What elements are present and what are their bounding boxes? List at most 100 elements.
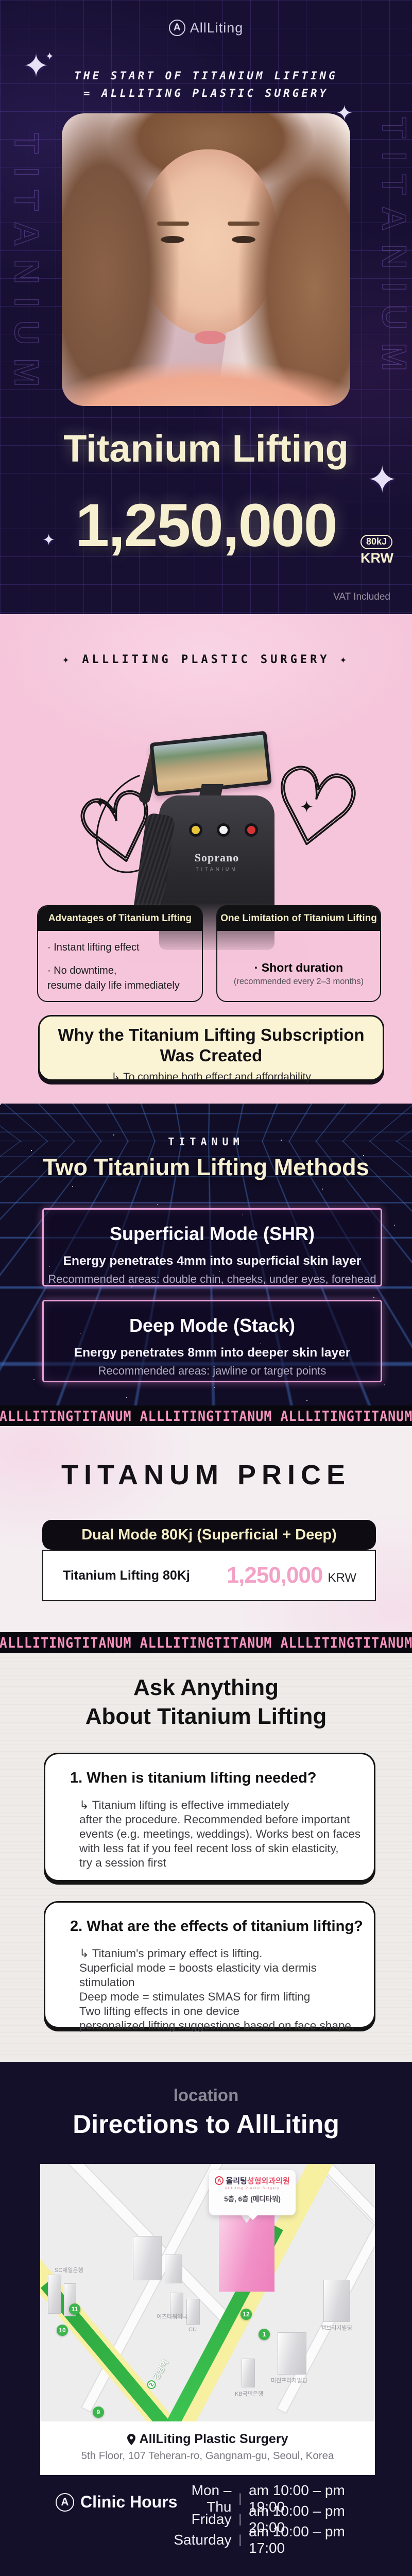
map-building-label: 미진프라자빌딩 xyxy=(271,2376,307,2384)
advantage-item: · Instant lifting effect xyxy=(47,940,193,955)
callout-title: Why the Titanium Lifting Subscription Wa… xyxy=(40,1025,383,1066)
faq-question: 2. What are the effects of titanium lift… xyxy=(70,1918,374,1935)
clinic-heading: ✦ ALLLITING PLASTIC SURGERY ✦ xyxy=(0,653,412,666)
map-building xyxy=(242,2359,255,2387)
photo-detail xyxy=(232,236,255,243)
hero-side-text-right: TITANIUM xyxy=(375,117,412,384)
limitation-item: · Short duration xyxy=(217,961,380,975)
hero-tagline: THE START OF TITANIUM LIFTING = ALLLITIN… xyxy=(0,67,412,102)
sparkle-icon: ✦ xyxy=(45,52,54,62)
methods-section: TITANUM Two Titanium Lifting Methods Sup… xyxy=(0,1104,412,1405)
address-text: 5th Floor, 107 Teheran-ro, Gangnam-gu, S… xyxy=(40,2450,375,2462)
map-building-label: KB국민은행 xyxy=(235,2389,263,2398)
clinic-section: ✦ ALLLITING PLASTIC SURGERY ✦ ♡ ♡ ✦ ✦ So… xyxy=(0,614,412,1104)
station-name: 강남역 xyxy=(150,2358,170,2381)
method-note: Recommended areas: double chin, cheeks, … xyxy=(44,1273,381,1286)
map-building xyxy=(323,2280,350,2322)
model-photo xyxy=(62,113,350,406)
device-brand-label: Soprano xyxy=(159,851,274,865)
faq-item: 1. When is titanium lifting needed? ↳ Ti… xyxy=(44,1753,375,1882)
plan-label: Titanium Lifting 80Kj xyxy=(63,1568,190,1583)
sign-subtitle: AllLiting Plastic Surgery xyxy=(209,2187,296,2190)
map-building xyxy=(186,2299,200,2325)
price-title: TITANUM PRICE xyxy=(0,1459,412,1491)
vat-note: VAT Included xyxy=(247,591,390,603)
map-exit-badge: 12 xyxy=(241,2309,252,2320)
black-sparkle-icon: ✦ xyxy=(300,799,314,815)
hours-separator: | xyxy=(231,2492,249,2506)
photo-detail xyxy=(62,360,350,406)
subscription-callout: Why the Titanium Lifting Subscription Wa… xyxy=(38,1015,384,1081)
advantages-card-title: Advantages of Titanium Lifting xyxy=(38,906,202,931)
device-button-yellow xyxy=(189,823,202,837)
hero-section: A AllLiting THE START OF TITANIUM LIFTIN… xyxy=(0,0,412,614)
map-building-label: 캠브리지빌딩 xyxy=(321,2324,352,2332)
hero-price: 1,250,000 xyxy=(0,490,412,561)
hours-days: Friday xyxy=(170,2511,231,2528)
hero-price-side: 80kJ KRW xyxy=(360,535,405,566)
device-button-red xyxy=(245,823,258,837)
method-line: Energy penetrates 4mm into superficial s… xyxy=(44,1254,381,1268)
map-building-label: CU xyxy=(188,2327,197,2333)
sparkle-icon: ✦ xyxy=(336,103,353,124)
ticker-banner: ALLLITINGTITANUM ALLLITINGTITANUM ALLLIT… xyxy=(0,1405,412,1426)
plan-header: Dual Mode 80Kj (Superficial + Deep) xyxy=(42,1520,376,1550)
sign-name-black: 올리팅 xyxy=(226,2177,247,2185)
device-button-white xyxy=(217,823,230,837)
limitation-card: One Limitation of Titanium Lifting · Sho… xyxy=(216,905,381,1002)
energy-badge: 80kJ xyxy=(360,535,392,549)
method-card-superficial: Superficial Mode (SHR) Energy penetrates… xyxy=(42,1208,382,1286)
footer-logo-icon: A xyxy=(56,2493,74,2512)
promo-page: A AllLiting THE START OF TITANIUM LIFTIN… xyxy=(0,0,412,2576)
map: A 올리팅성형외과의원 AllLiting Plastic Surgery 5층… xyxy=(40,2164,375,2421)
address-name: AllLiting Plastic Surgery xyxy=(140,2432,288,2447)
faq-section: Ask Anything About Titanium Lifting 1. W… xyxy=(0,1653,412,2062)
ticker-text: ALLLITINGTITANUM ALLLITINGTITANUM ALLLIT… xyxy=(0,1408,412,1424)
photo-detail xyxy=(228,222,260,226)
map-building-label: 이즈타워약국 xyxy=(157,2312,188,2320)
location-eyebrow: location xyxy=(0,2086,412,2105)
faq-answer: ↳ Titanium lifting is effective immediat… xyxy=(79,1798,374,1870)
location-title: Directions to AllLiting xyxy=(0,2109,412,2139)
map-exit-badge: 9 xyxy=(93,2406,104,2418)
hero-side-text-left: TITANIUM xyxy=(7,133,46,400)
currency-label: KRW xyxy=(360,550,405,566)
brand-logo-text: AllLiting xyxy=(190,20,244,36)
ticker-banner: ALLLITINGTITANUM ALLLITINGTITANUM ALLLIT… xyxy=(0,1632,412,1653)
faq-answer: ↳ Titanium's primary effect is lifting. … xyxy=(79,1946,374,2033)
location-pin-icon xyxy=(127,2434,135,2445)
method-title: Superficial Mode (SHR) xyxy=(44,1223,381,1245)
hours-separator: | xyxy=(231,2512,249,2527)
method-note: Recommended areas: jawline or target poi… xyxy=(44,1364,381,1378)
brand-logo: A AllLiting xyxy=(0,20,412,36)
limitation-card-title: One Limitation of Titanium Lifting xyxy=(217,906,380,931)
advantages-card: Advantages of Titanium Lifting · Instant… xyxy=(37,905,203,1002)
stars-backdrop xyxy=(0,1104,1,1105)
ticker-text: ALLLITINGTITANUM ALLLITINGTITANUM ALLLIT… xyxy=(0,1634,412,1651)
sign-floor: 5층, 6층 (메디타워) xyxy=(209,2193,296,2204)
plan-currency: KRW xyxy=(328,1571,356,1585)
device-sub-label: TITANIUM xyxy=(159,867,274,872)
address-name-row: AllLiting Plastic Surgery xyxy=(40,2421,375,2447)
hero-title: Titanium Lifting xyxy=(0,427,412,470)
sign-name-red: 성형외과의원 xyxy=(247,2177,290,2185)
method-title: Deep Mode (Stack) xyxy=(44,1315,381,1336)
map-building xyxy=(165,2255,182,2283)
faq-question: 1. When is titanium lifting needed? xyxy=(70,1770,374,1787)
methods-title: Two Titanium Lifting Methods xyxy=(0,1154,412,1181)
map-clinic-sign: A 올리팅성형외과의원 AllLiting Plastic Surgery 5층… xyxy=(209,2170,296,2215)
price-section: TITANUM PRICE Dual Mode 80Kj (Superficia… xyxy=(0,1426,412,1632)
faq-item: 2. What are the effects of titanium lift… xyxy=(44,1901,375,2028)
faq-title: Ask Anything About Titanium Lifting xyxy=(0,1673,412,1732)
callout-note: ↳ To combine both effect and affordabili… xyxy=(40,1071,383,1083)
map-building xyxy=(133,2236,162,2280)
plan-price-row: Titanium Lifting 80Kj 1,250,000 KRW xyxy=(42,1550,376,1601)
photo-detail xyxy=(195,331,226,344)
photo-detail xyxy=(161,236,184,243)
plan-price: 1,250,000 xyxy=(227,1563,323,1588)
map-building xyxy=(48,2275,61,2314)
brand-logo-icon: A xyxy=(169,20,185,36)
method-line: Energy penetrates 8mm into deeper skin l… xyxy=(44,1346,381,1360)
hours-row: Saturday | am 10:00 – pm 17:00 xyxy=(170,2530,376,2550)
sign-logo-icon: A xyxy=(215,2176,224,2185)
